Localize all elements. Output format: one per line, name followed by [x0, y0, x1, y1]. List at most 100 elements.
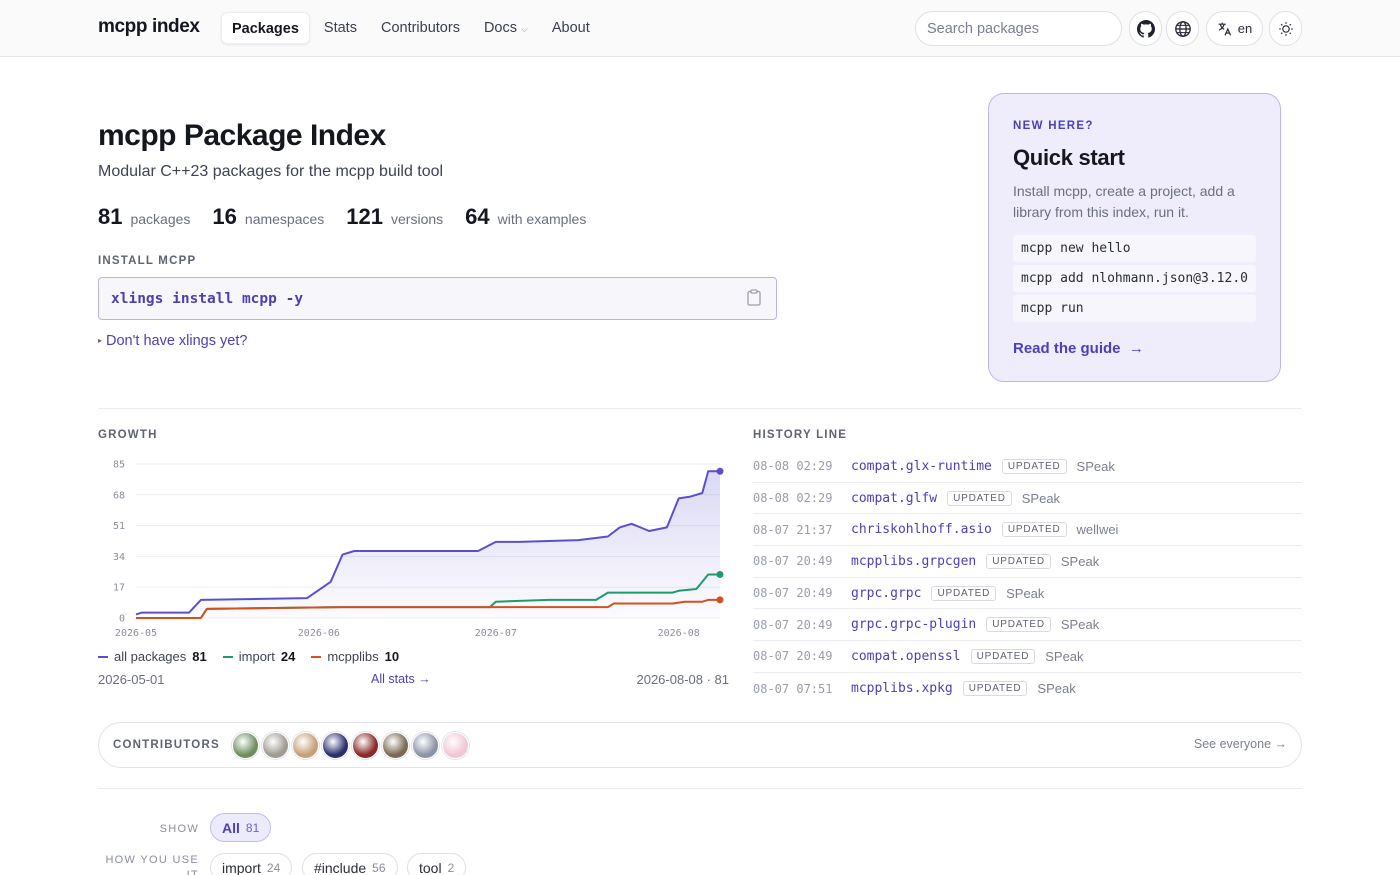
series-end-point — [716, 596, 724, 604]
status-badge: UPDATED — [1001, 522, 1067, 538]
section-divider — [98, 788, 1302, 789]
all-stats-link[interactable]: All stats → — [371, 672, 431, 686]
history-row: 08-07 20:49 compat.openssl UPDATED SPeak — [753, 641, 1302, 673]
history-time: 08-07 20:49 — [753, 617, 833, 632]
legend-item: all packages 81 — [98, 649, 207, 664]
theme-icon — [1278, 21, 1293, 36]
history-package-link[interactable]: chriskohlhoff.asio — [851, 522, 992, 538]
quickstart-card: NEW HERE? Quick start Install mcpp, crea… — [988, 93, 1281, 382]
top-nav-bar: mcpp index Packages Stats Contributors D… — [0, 0, 1400, 57]
history-package-link[interactable]: mcpplibs.xpkg — [851, 681, 953, 697]
y-tick-label: 68 — [113, 490, 125, 501]
no-xlings-label: Don't have xlings yet? — [106, 333, 248, 349]
quickstart-command[interactable]: mcpp new hello — [1013, 235, 1256, 262]
see-everyone-link[interactable]: See everyone → — [1193, 737, 1287, 751]
history-author[interactable]: SPeak — [1060, 553, 1100, 569]
nav-packages[interactable]: Packages — [221, 12, 310, 44]
history-package-link[interactable]: compat.openssl — [851, 648, 961, 664]
stat-packages: 81 packages — [98, 204, 190, 230]
status-badge: UPDATED — [962, 681, 1028, 697]
show-filter-label: SHOW — [159, 823, 199, 835]
nav-about[interactable]: About — [551, 20, 590, 36]
avatar[interactable] — [381, 731, 409, 759]
legend-swatch — [98, 655, 108, 658]
filter-chip-include[interactable]: #include 56 — [302, 853, 398, 875]
no-xlings-toggle[interactable]: ▸ Don't have xlings yet? — [98, 333, 247, 349]
install-command: xlings install mcpp -y — [111, 290, 304, 307]
history-package-link[interactable]: compat.glfw — [851, 490, 938, 506]
history-author[interactable]: SPeak — [1045, 648, 1084, 664]
status-badge: UPDATED — [986, 553, 1051, 569]
search-input[interactable] — [915, 11, 1122, 46]
stat-label: packages — [130, 211, 191, 227]
quickstart-command[interactable]: mcpp run — [1013, 295, 1256, 322]
history-time: 08-07 20:49 — [753, 554, 833, 569]
growth-end-summary: 2026-08-08 · 81 — [636, 672, 729, 687]
legend-label: all packages — [114, 649, 187, 664]
summary-stats: 81 packages 16 namespaces 121 versions 64 wi… — [98, 204, 608, 230]
globe-button[interactable] — [1166, 11, 1199, 46]
series-line-all-packages — [135, 470, 720, 616]
history-package-link[interactable]: compat.glx-runtime — [851, 458, 992, 474]
legend-item: import 24 — [222, 649, 295, 664]
y-tick-label: 34 — [113, 552, 125, 563]
status-badge: UPDATED — [986, 617, 1051, 633]
stat-examples: 64 with examples — [465, 204, 586, 230]
history-author[interactable]: wellwei — [1076, 522, 1119, 538]
history-author[interactable]: SPeak — [1060, 617, 1100, 633]
contributors-label: CONTRIBUTORS — [113, 739, 220, 751]
growth-chart: 0 17 34 51 68 85 2026-05 2026-06 2026-07 2026-08 — [113, 460, 724, 639]
page-subtitle: Modular C++23 packages for the mcpp buil… — [98, 163, 444, 180]
nav-stats[interactable]: Stats — [323, 20, 357, 36]
stat-value: 16 — [212, 204, 237, 229]
series-line-mcpplibs — [136, 598, 720, 619]
avatar[interactable] — [411, 731, 439, 759]
avatar[interactable] — [291, 731, 319, 759]
avatar[interactable] — [441, 731, 469, 759]
nav-contributors[interactable]: Contributors — [380, 20, 460, 36]
history-author[interactable]: SPeak — [1076, 458, 1115, 474]
legend-value: 10 — [384, 649, 400, 664]
clipboard-icon[interactable] — [747, 289, 761, 306]
history-list: 08-08 02:29 compat.glx-runtime UPDATED SPea… — [753, 451, 1302, 705]
x-tick-label: 2026-06 — [298, 628, 340, 639]
read-guide-link[interactable]: Read the guide → — [1013, 340, 1144, 357]
chip-count: 56 — [372, 860, 386, 875]
avatar[interactable] — [231, 731, 259, 759]
history-author[interactable]: SPeak — [1021, 490, 1061, 506]
history-time: 08-08 02:29 — [753, 491, 833, 506]
github-button[interactable] — [1129, 11, 1162, 46]
nav-docs[interactable]: Docs ⌵ — [474, 12, 538, 44]
filter-chip-import[interactable]: import 24 — [210, 853, 293, 875]
history-package-link[interactable]: grpc.grpc — [851, 585, 922, 601]
avatar[interactable] — [321, 731, 349, 759]
chart-legend: all packages 81 import 24 mcpplibs 10 — [98, 649, 415, 664]
legend-value: 81 — [192, 649, 207, 664]
filter-chip-tool[interactable]: tool 2 — [407, 853, 467, 875]
chip-count: 2 — [447, 860, 455, 875]
history-author[interactable]: SPeak — [1006, 585, 1045, 601]
history-package-link[interactable]: mcpplibs.grpcgen — [851, 553, 977, 569]
history-row: 08-08 02:29 compat.glfw UPDATED SPeak — [753, 483, 1302, 515]
stat-namespaces: 16 namespaces — [212, 204, 324, 230]
language-button[interactable]: en — [1206, 11, 1263, 46]
history-author[interactable]: SPeak — [1037, 681, 1076, 697]
chip-label: import — [222, 859, 261, 875]
y-tick-label: 17 — [113, 583, 125, 594]
quickstart-command[interactable]: mcpp add nlohmann.json@3.12.0 — [1013, 265, 1256, 292]
how-you-use-label: HOW YOU USE IT — [105, 854, 199, 875]
install-command-box[interactable]: xlings install mcpp -y — [98, 277, 777, 320]
avatar[interactable] — [351, 731, 379, 759]
theme-toggle-button[interactable] — [1269, 11, 1302, 46]
status-badge: UPDATED — [931, 585, 997, 601]
legend-swatch — [311, 655, 322, 658]
quickstart-description: Install mcpp, create a project, add a li… — [1013, 183, 1235, 220]
brand-logo[interactable]: mcpp index — [98, 16, 200, 37]
history-row: 08-07 20:49 grpc.grpc UPDATED SPeak — [753, 578, 1302, 610]
stat-label: versions — [391, 211, 444, 227]
filter-chip-all[interactable]: All 81 — [210, 813, 272, 842]
history-package-link[interactable]: grpc.grpc-plugin — [851, 617, 977, 633]
avatar[interactable] — [261, 731, 289, 759]
stat-versions: 121 versions — [346, 204, 443, 230]
growth-start-date: 2026-05-01 — [98, 672, 165, 687]
